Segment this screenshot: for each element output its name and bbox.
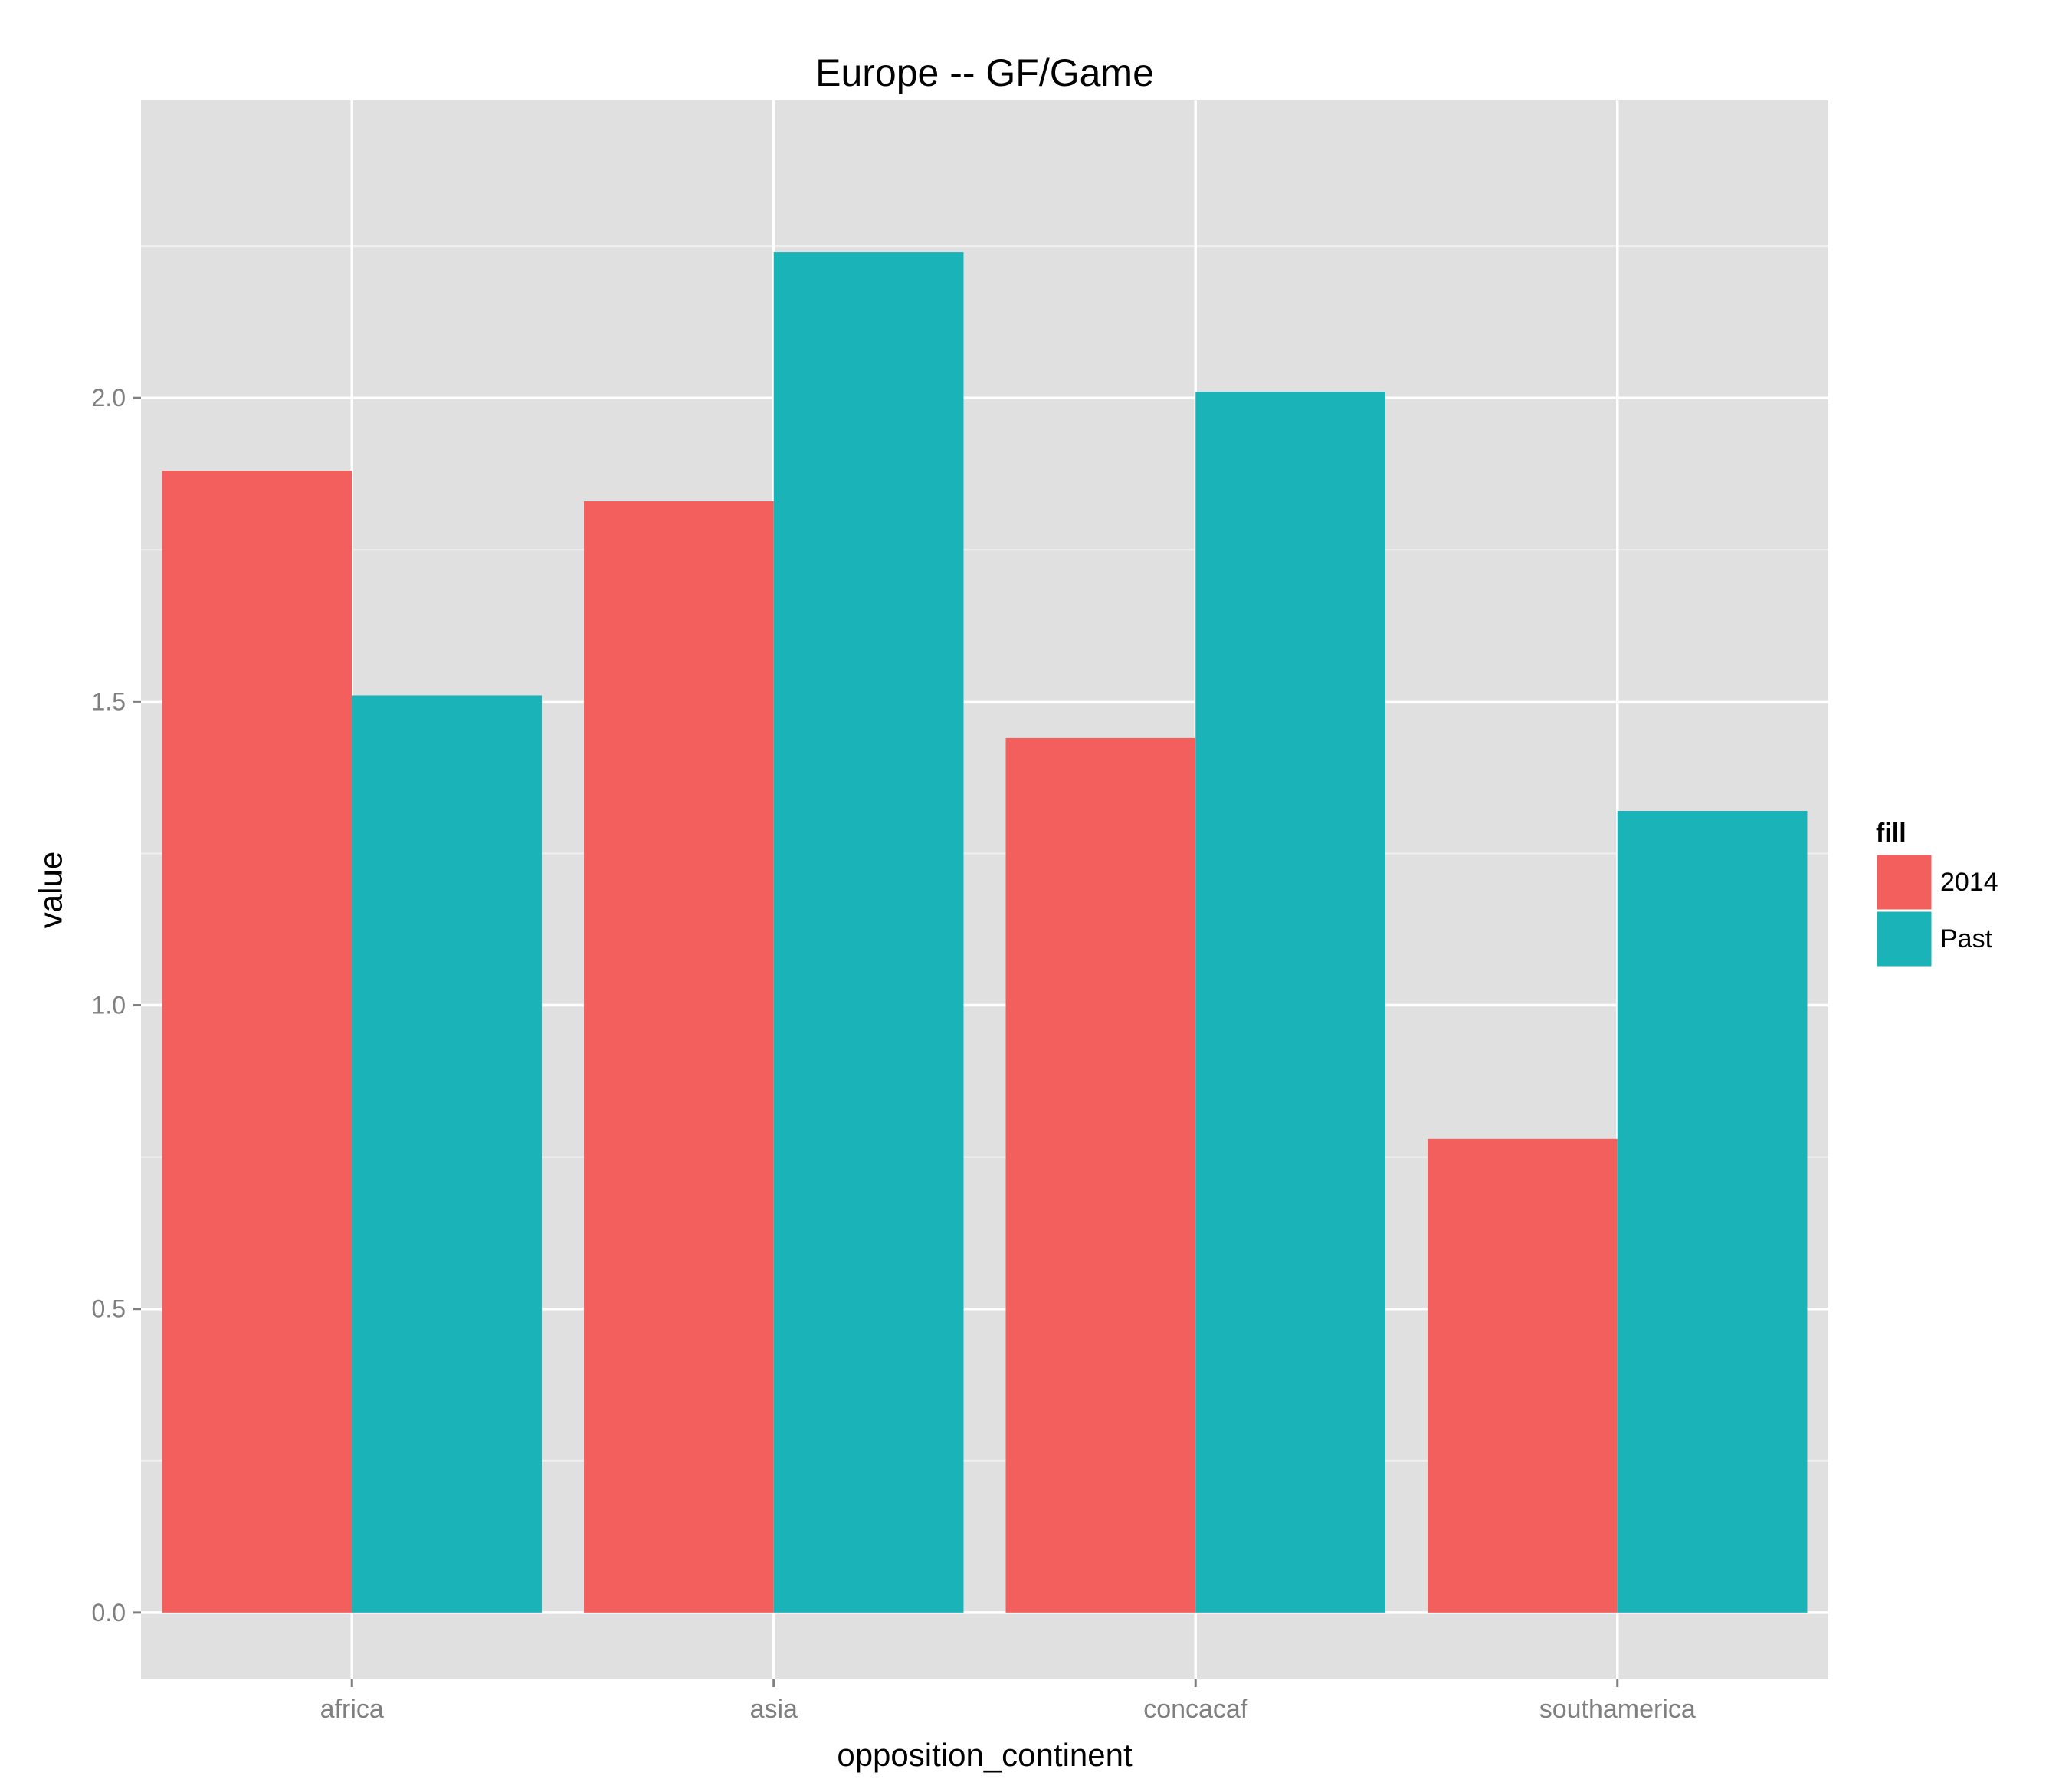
y-tick-label: 1.0 [92,992,126,1019]
bar-southamerica-Past [1617,811,1808,1613]
bar-southamerica-2014 [1428,1138,1618,1613]
legend-label: 2014 [1940,868,1998,897]
bar-asia-2014 [584,501,774,1613]
legend-label: Past [1940,924,1993,954]
bar-asia-Past [773,252,964,1613]
bar-africa-2014 [162,471,352,1613]
y-axis-ticks: 0.0 0.5 1.0 1.5 2.0 [92,384,141,1626]
y-tick-label: 0.5 [92,1295,126,1323]
legend-key-Past [1874,909,1934,969]
y-tick-label: 2.0 [92,384,126,412]
x-axis-ticks: africa asia concacaf southamerica [320,1679,1696,1724]
bars [162,252,1808,1613]
y-tick-label: 1.5 [92,688,126,715]
x-tick-label: asia [750,1695,798,1724]
bar-concacaf-Past [1195,392,1385,1613]
chart-title: Europe -- GF/Game [815,51,1154,94]
bar-concacaf-2014 [1005,737,1196,1613]
legend: fill 2014 Past [1874,819,1998,969]
y-axis-label: value [33,852,69,928]
y-tick-label: 0.0 [92,1599,126,1626]
legend-key-2014 [1874,852,1934,912]
x-tick-label: africa [320,1695,384,1724]
bar-africa-Past [352,695,542,1613]
x-tick-label: concacaf [1143,1695,1248,1724]
x-axis-label: opposition_continent [837,1737,1133,1773]
x-tick-label: southamerica [1539,1695,1696,1724]
legend-title: fill [1876,819,1906,848]
